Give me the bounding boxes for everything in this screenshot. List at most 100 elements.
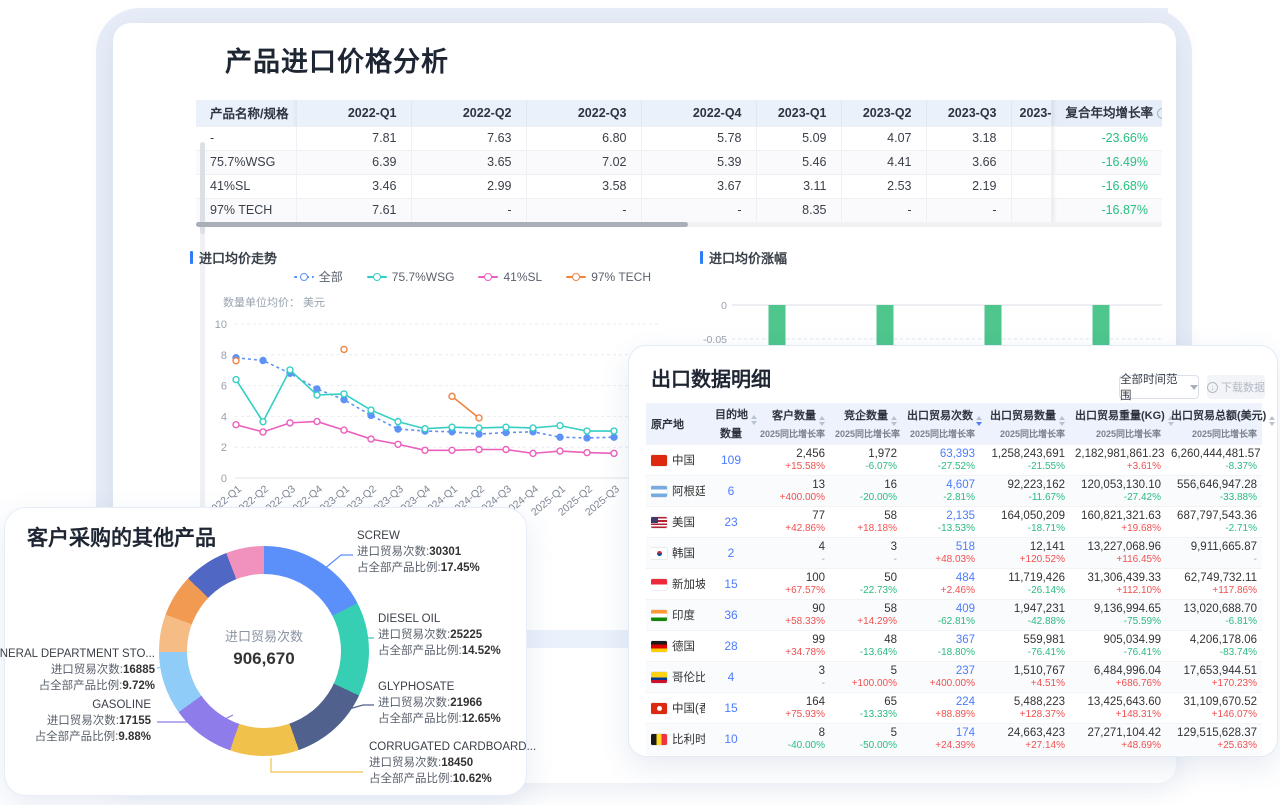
metric-cell: 2,182,981,861.23 +3.61% — [1070, 444, 1166, 476]
legend-item[interactable]: 97% TECH — [566, 268, 651, 285]
price-cell: 3.65 — [411, 149, 527, 174]
donut-callout: CORRUGATED CARDBOARD... 进口贸易次数:18450 占全部产品… — [369, 741, 537, 785]
donut-center-title: 进口贸易次数 — [224, 629, 303, 644]
origin-cell: 阿根廷 — [651, 483, 705, 499]
destination-count-link[interactable]: 15 — [710, 568, 752, 600]
col-metric[interactable]: 出口贸易数量 2025同比增长率 — [980, 403, 1070, 445]
export-table-header: 原产地 目的地 数量 客户数量 2025同比增长率 竞企数量 2025同比增长率 出口贸易次数… — [646, 403, 1276, 445]
legend-item[interactable]: 41%SL — [478, 268, 542, 285]
svg-text:6: 6 — [221, 381, 227, 393]
destination-count-link[interactable]: 28 — [710, 630, 752, 662]
sidebar-scrollbar-thumb[interactable] — [200, 142, 205, 234]
metric-cell: 9,911,665.87- — [1166, 537, 1262, 569]
metric-cell: 48 -13.64% — [830, 630, 902, 662]
legend-item[interactable]: 全部 — [293, 268, 343, 285]
in-flag-icon — [651, 609, 667, 621]
cagr-cell: -16.87% — [1051, 197, 1162, 222]
donut-callout: DIESEL OIL 进口贸易次数:25225 占全部产品比例:14.52% — [378, 613, 501, 657]
change-chart-title-text: 进口均价涨幅 — [709, 251, 788, 266]
download-data-button[interactable]: ↓ 下载数据 — [1207, 375, 1265, 399]
us-flag-icon — [651, 516, 667, 528]
col-metric[interactable]: 出口贸易重量(KG) 2025同比增长率 — [1070, 403, 1174, 445]
metric-cell[interactable]: 174 +24.39% — [902, 723, 980, 755]
origin-cell: 韩国 — [651, 545, 705, 561]
price-cell: - — [841, 197, 927, 222]
destination-count-link[interactable]: 23 — [710, 506, 752, 538]
price-cell: - — [641, 197, 757, 222]
price-cell: 7.81 — [296, 125, 412, 150]
sort-icon[interactable] — [976, 416, 982, 426]
origin-cell: 哥伦比亚 — [651, 669, 705, 685]
col-cagr[interactable]: 复合年均增长率i — [1051, 100, 1162, 126]
destination-count-link[interactable]: 4 — [710, 661, 752, 693]
metric-cell: 1,947,231 -42.88% — [980, 599, 1070, 631]
sort-icon[interactable] — [891, 416, 897, 426]
col-metric[interactable]: 客户数量 2025同比增长率 — [752, 403, 830, 445]
export-panel-title: 出口数据明细 — [651, 369, 771, 391]
col-metric[interactable]: 出口贸易次数 2025同比增长率 — [902, 403, 982, 445]
metric-cell: 905,034.99 -76.41% — [1070, 630, 1166, 662]
metric-cell[interactable]: 63,393 -27.52% — [902, 444, 980, 476]
metric-cell[interactable]: 2,135 -13.53% — [902, 506, 980, 538]
sort-icon[interactable] — [819, 416, 825, 426]
download-label: 下载数据 — [1221, 382, 1265, 394]
donut-callout: SCREW 进口贸易次数:30301 占全部产品比例:17.45% — [357, 530, 480, 574]
col-destinations[interactable]: 目的地 数量 — [710, 403, 757, 445]
metric-cell: 31,306,439.33 +112.10% — [1070, 568, 1166, 600]
col-metric[interactable]: 竞企数量 2025同比增长率 — [830, 403, 902, 445]
price-cell-clipped — [1011, 173, 1052, 198]
donut-panel-title: 客户采购的其他产品 — [27, 527, 216, 550]
metric-cell[interactable]: 224 +88.89% — [902, 692, 980, 724]
col-metric[interactable]: 出口贸易总额(美元) 2025同比增长率 — [1166, 403, 1276, 445]
destination-count-link[interactable]: 15 — [710, 692, 752, 724]
time-range-dropdown[interactable]: 全部时间范围 — [1119, 374, 1199, 402]
destination-count-link[interactable]: 10 — [710, 723, 752, 755]
price-cell: - — [411, 197, 527, 222]
price-cell: 3.66 — [926, 149, 1012, 174]
metric-cell: 58 +14.29% — [830, 599, 902, 631]
metric-cell: 556,646,947.28 -33.88% — [1166, 475, 1262, 507]
metric-cell: 31,109,670.52 +146.07% — [1166, 692, 1262, 724]
col-quarter: 2022-Q1 — [296, 100, 412, 126]
destination-count-link[interactable]: 36 — [710, 599, 752, 631]
metric-cell: 687,797,543.36 -2.71% — [1166, 506, 1262, 538]
price-cell: 7.63 — [411, 125, 527, 150]
sort-icon[interactable] — [751, 415, 757, 425]
sort-icon[interactable] — [1269, 416, 1276, 426]
metric-cell[interactable]: 237 +400.00% — [902, 661, 980, 693]
destination-count-link[interactable]: 109 — [710, 444, 752, 476]
origin-cell: 中国(香港) — [651, 700, 705, 716]
metric-cell: 13,020,688.70 -6.81% — [1166, 599, 1262, 631]
metric-cell[interactable]: 367 -18.80% — [902, 630, 980, 662]
metric-cell[interactable]: 4,607 -2.81% — [902, 475, 980, 507]
be-flag-icon — [651, 733, 667, 745]
title-accent-bar — [700, 251, 703, 264]
metric-cell: 58 +18.18% — [830, 506, 902, 538]
price-cell: 4.41 — [841, 149, 927, 174]
sort-icon[interactable] — [1167, 416, 1174, 426]
metric-cell[interactable]: 518 +48.03% — [902, 537, 980, 569]
sort-icon[interactable] — [1059, 416, 1065, 426]
metric-cell: 4,206,178.06 -83.74% — [1166, 630, 1262, 662]
cagr-cell: -16.49% — [1051, 149, 1162, 174]
price-cell: 3.58 — [526, 173, 642, 198]
table-hscrollbar-thumb[interactable] — [196, 222, 688, 227]
info-icon[interactable]: i — [1157, 107, 1162, 119]
metric-cell: 164,050,209 -18.71% — [980, 506, 1070, 538]
trend-chart-legend: 全部 75.7%WSG 41%SL 97% TECH — [195, 268, 665, 285]
destination-count-link[interactable]: 6 — [710, 475, 752, 507]
svg-text:2: 2 — [221, 442, 227, 454]
metric-cell[interactable]: 484 +2.46% — [902, 568, 980, 600]
metric-cell: 11,719,426 -26.14% — [980, 568, 1070, 600]
metric-cell: 120,053,130.10 -27.42% — [1070, 475, 1166, 507]
legend-item[interactable]: 75.7%WSG — [366, 268, 454, 285]
metric-cell: 1,972 -6.07% — [830, 444, 902, 476]
price-cell: - — [526, 197, 642, 222]
donut-callout: GENERAL DEPARTMENT STO... 进口贸易次数:16885 占全部… — [0, 648, 155, 692]
price-cell-clipped — [1011, 197, 1052, 222]
metric-cell[interactable]: 409 -62.81% — [902, 599, 980, 631]
destination-count-link[interactable]: 2 — [710, 537, 752, 569]
origin-cell: 新加坡 — [651, 576, 705, 592]
metric-cell: 24,663,423 +27.14% — [980, 723, 1070, 755]
